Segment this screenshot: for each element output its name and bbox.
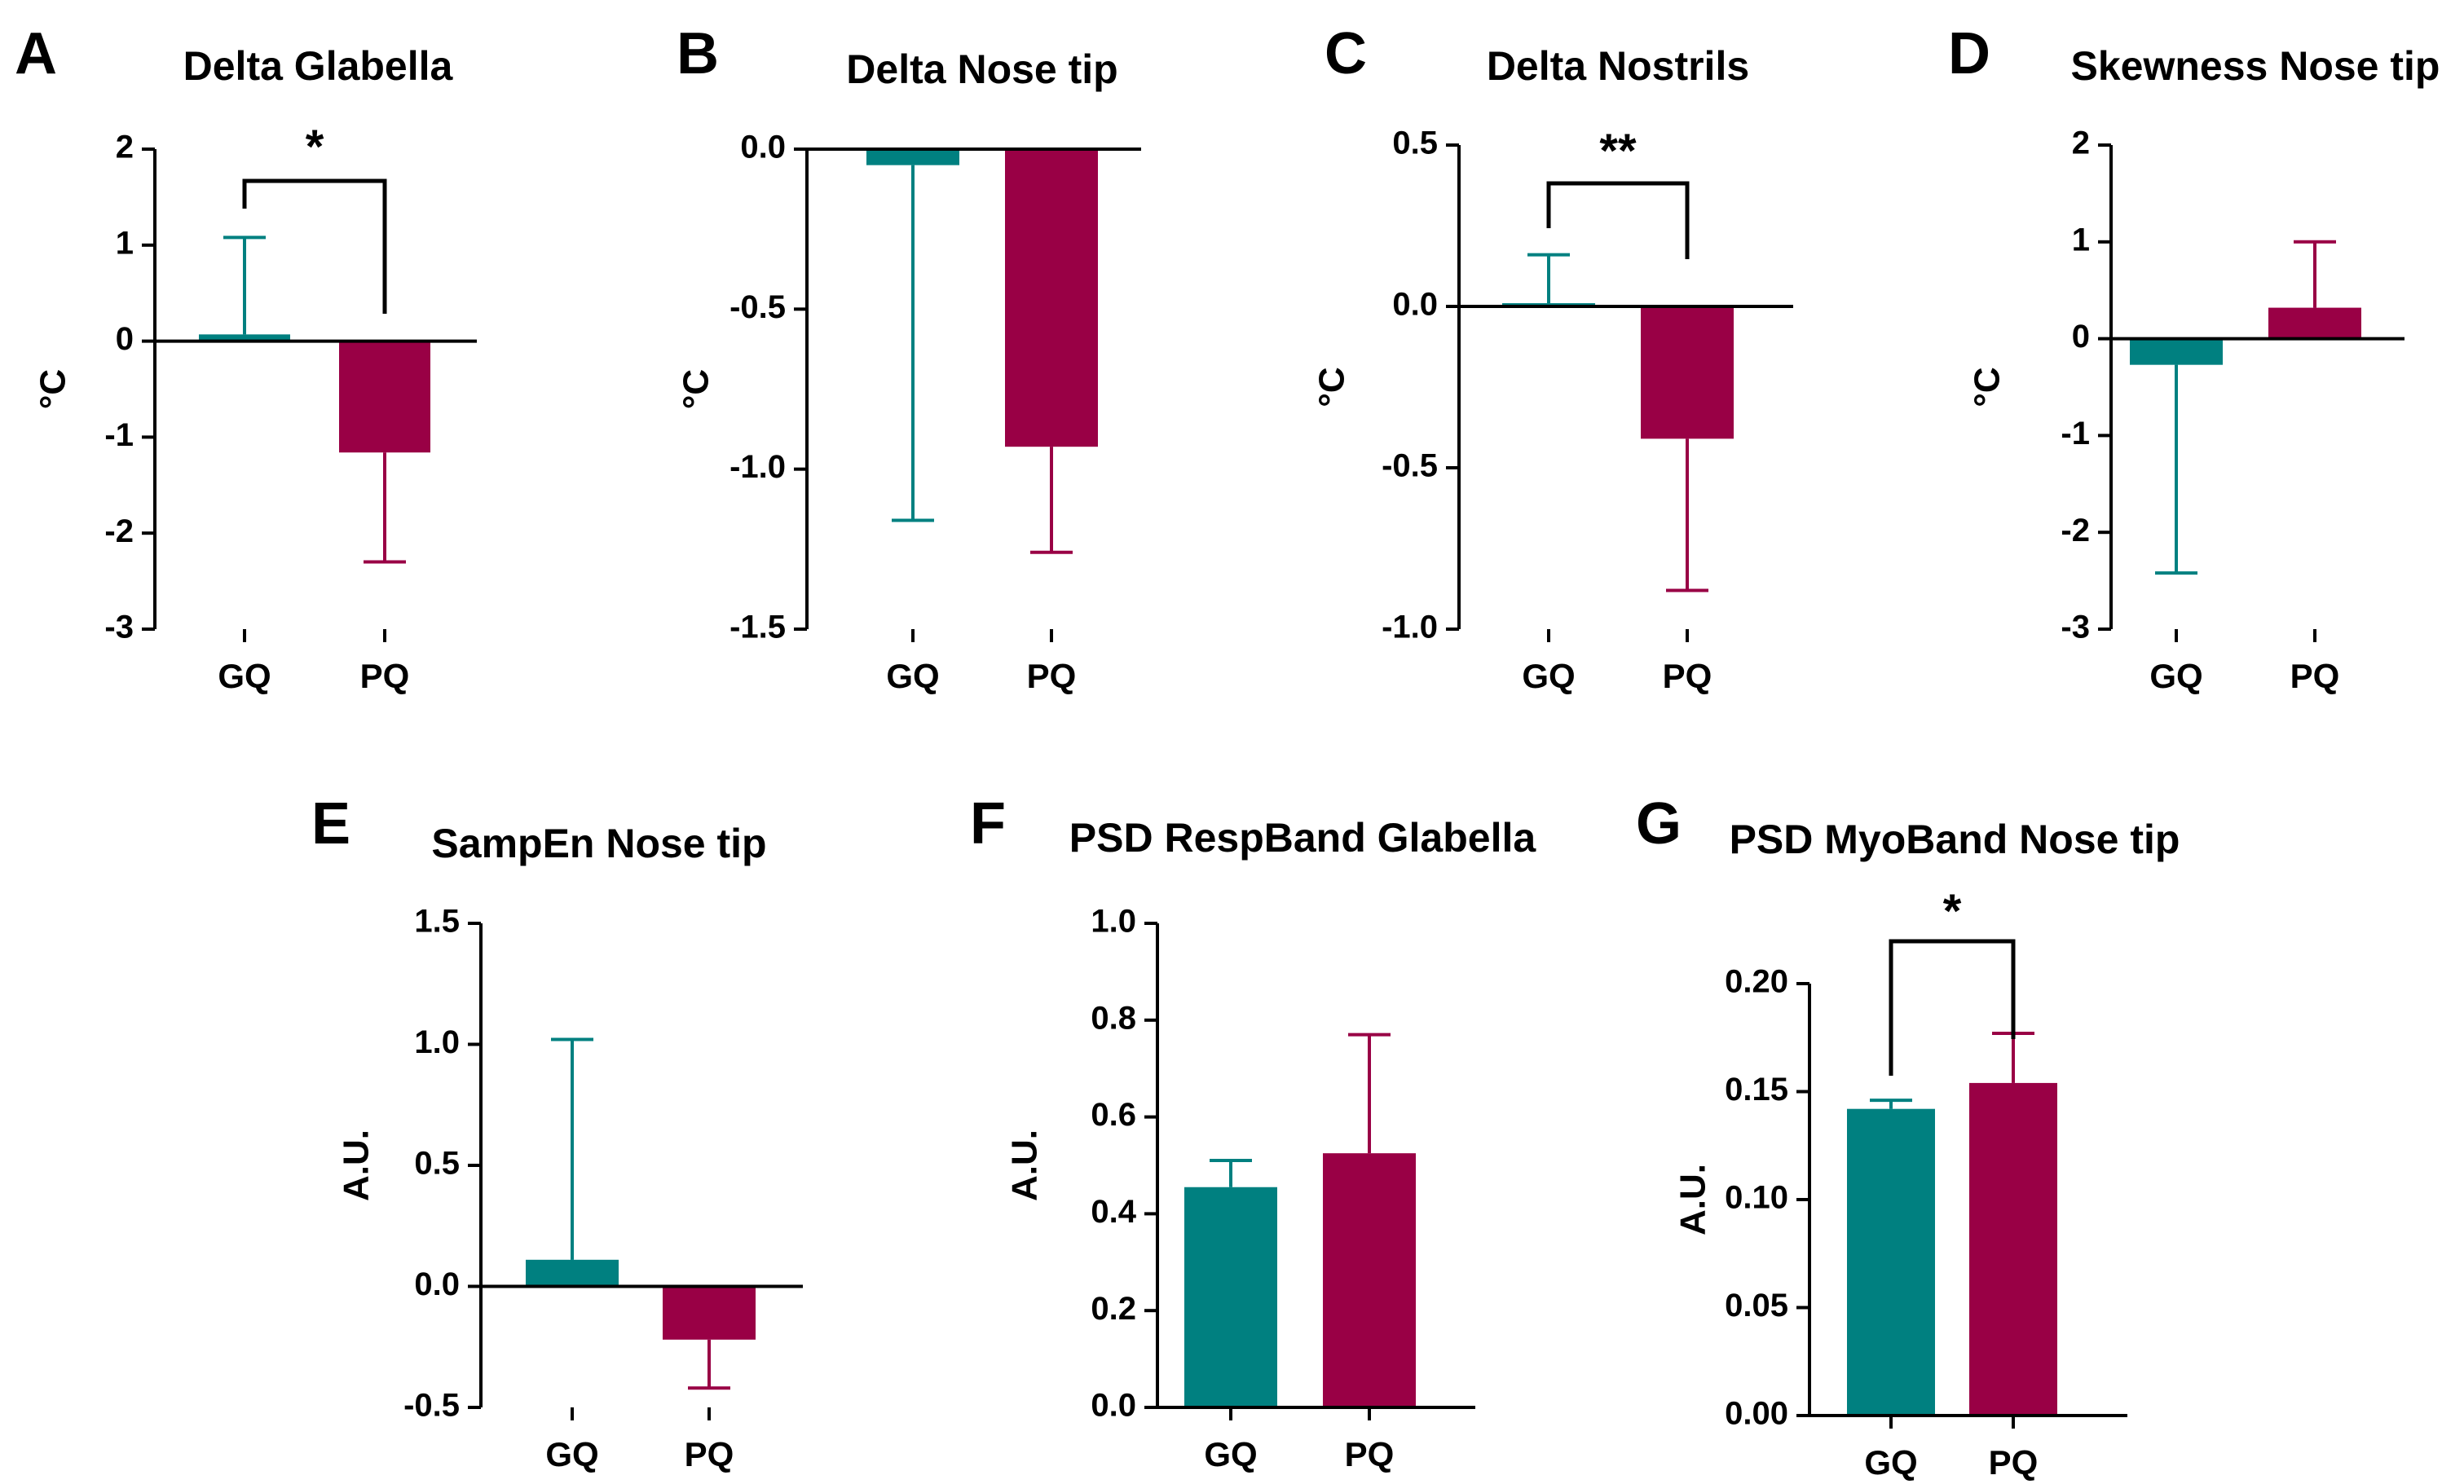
panel-letter-a: A xyxy=(15,21,57,86)
chart-title-f: PSD RespBand Glabella xyxy=(1069,815,1537,861)
y-tick-label-f: 0.4 xyxy=(1091,1194,1136,1230)
bar-f-gq xyxy=(1184,1187,1277,1407)
panel-letter-c: C xyxy=(1325,21,1367,86)
x-tick-label-b-gq: GQ xyxy=(886,657,939,695)
y-axis-title-b: °C xyxy=(677,369,716,409)
panel-c: C Delta Nostrils °C 0.5 0.0 -0.5 -1.0 GQ PQ ** xyxy=(1312,21,1793,695)
y-tick-label-d: -1 xyxy=(2061,416,2090,451)
x-tick-label-c-gq: GQ xyxy=(1522,657,1575,695)
bar-e-pq xyxy=(663,1286,756,1340)
y-axis-title-a: °C xyxy=(33,369,73,409)
x-tick-label-g-pq: PQ xyxy=(1989,1443,2039,1482)
y-tick-label-a: 1 xyxy=(116,225,134,261)
x-tick-label-e-pq: PQ xyxy=(685,1435,734,1473)
panel-letter-e: E xyxy=(311,791,350,856)
bar-g-pq xyxy=(1969,1082,2057,1416)
y-tick-label-d: -2 xyxy=(2061,513,2090,548)
panel-g: G PSD MyoBand Nose tip A.U. 0.20 0.15 0.10 0.0… xyxy=(1636,791,2180,1482)
y-tick-label-f: 0.6 xyxy=(1091,1097,1136,1133)
significance-label-a: * xyxy=(306,121,324,174)
y-tick-label-b: 0.0 xyxy=(740,130,786,165)
panel-letter-f: F xyxy=(970,791,1006,856)
panel-f: F PSD RespBand Glabella A.U. 1.0 0.8 0.6 0.4 0.… xyxy=(970,791,1536,1473)
y-tick-label-a: -3 xyxy=(104,610,134,645)
y-tick-label-g: 0.15 xyxy=(1725,1072,1788,1107)
x-tick-label-e-gq: GQ xyxy=(545,1435,598,1473)
chart-title-c: Delta Nostrils xyxy=(1487,43,1749,89)
bar-d-pq xyxy=(2268,307,2361,339)
y-tick-label-g: 0.00 xyxy=(1725,1396,1788,1432)
y-tick-label-e: 1.0 xyxy=(414,1024,460,1060)
y-axis-title-g: A.U. xyxy=(1673,1164,1713,1235)
chart-title-d: Skewness Nose tip xyxy=(2071,43,2440,89)
y-tick-label-a: -2 xyxy=(104,513,134,549)
significance-label-g: * xyxy=(1943,885,1962,938)
significance-bracket-a xyxy=(242,178,387,314)
y-tick-label-a: 0 xyxy=(116,321,134,357)
y-axis-title-f: A.U. xyxy=(1005,1130,1045,1201)
y-tick-label-c: -0.5 xyxy=(1382,448,1438,484)
y-tick-label-c: -1.0 xyxy=(1382,610,1438,645)
x-tick-label-d-pq: PQ xyxy=(2290,657,2340,695)
y-tick-label-g: 0.05 xyxy=(1725,1288,1788,1323)
panel-d: D Skewness Nose tip °C 2 1 0 -1 -2 -3 GQ PQ xyxy=(1948,21,2440,695)
bar-f-pq xyxy=(1323,1153,1416,1407)
y-tick-label-c: 0.5 xyxy=(1392,126,1438,161)
y-tick-label-f: 0.2 xyxy=(1091,1291,1136,1327)
x-tick-label-f-gq: GQ xyxy=(1204,1435,1257,1473)
y-tick-label-d: 0 xyxy=(2072,319,2090,354)
y-tick-label-f: 1.0 xyxy=(1091,904,1136,940)
significance-bracket-g xyxy=(1889,939,2016,1076)
y-tick-label-d: 1 xyxy=(2072,222,2090,258)
bar-c-pq xyxy=(1641,306,1734,439)
y-tick-label-b: -0.5 xyxy=(730,289,786,325)
significance-bracket-c xyxy=(1546,181,1690,259)
y-axis-title-d: °C xyxy=(1968,367,2008,407)
panel-letter-g: G xyxy=(1636,791,1682,856)
x-tick-label-b-pq: PQ xyxy=(1027,657,1077,695)
x-tick-label-a-gq: GQ xyxy=(218,657,271,695)
chart-title-e: SampEn Nose tip xyxy=(431,821,766,866)
y-tick-label-a: -1 xyxy=(104,417,134,453)
significance-label-c: ** xyxy=(1599,125,1637,178)
x-tick-label-c-pq: PQ xyxy=(1663,657,1712,695)
y-tick-label-e: 0.0 xyxy=(414,1266,460,1302)
y-tick-label-a: 2 xyxy=(116,130,134,165)
bar-d-gq xyxy=(2130,338,2223,365)
panel-e: E SampEn Nose tip A.U. 1.5 1.0 0.5 0.0 -0.5 GQ PQ xyxy=(311,791,803,1473)
y-tick-label-f: 0.0 xyxy=(1091,1388,1136,1424)
x-tick-label-f-pq: PQ xyxy=(1345,1435,1395,1473)
y-tick-label-e: 0.5 xyxy=(414,1146,460,1182)
bar-e-gq xyxy=(526,1259,619,1287)
panel-letter-b: B xyxy=(677,21,719,86)
y-tick-label-e: 1.5 xyxy=(414,904,460,940)
bar-a-pq xyxy=(339,341,430,453)
y-tick-label-b: -1.5 xyxy=(730,610,786,645)
chart-title-g: PSD MyoBand Nose tip xyxy=(1730,817,2180,862)
y-tick-label-g: 0.10 xyxy=(1725,1180,1788,1216)
y-tick-label-e: -0.5 xyxy=(403,1388,460,1424)
panel-b: B Delta Nose tip °C 0.0 -0.5 -1.0 -1.5 GQ PQ xyxy=(677,21,1141,695)
y-tick-label-g: 0.20 xyxy=(1725,964,1788,1000)
chart-title-a: Delta Glabella xyxy=(183,43,454,89)
y-axis-title-c: °C xyxy=(1312,367,1352,407)
y-tick-label-b: -1.0 xyxy=(730,449,786,485)
bar-b-gq xyxy=(866,149,959,165)
bar-g-gq xyxy=(1847,1108,1935,1416)
y-tick-label-c: 0.0 xyxy=(1392,287,1438,323)
y-axis-title-e: A.U. xyxy=(337,1130,377,1201)
panel-letter-d: D xyxy=(1948,21,1990,86)
x-tick-label-g-gq: GQ xyxy=(1864,1443,1917,1482)
panel-a: A Delta Glabella °C 2 1 0 -1 -2 -3 GQ PQ * xyxy=(15,21,477,695)
x-tick-label-d-gq: GQ xyxy=(2149,657,2202,695)
chart-title-b: Delta Nose tip xyxy=(846,46,1117,92)
x-tick-label-a-pq: PQ xyxy=(360,657,410,695)
bar-a-gq xyxy=(199,334,290,341)
y-tick-label-f: 0.8 xyxy=(1091,1000,1136,1036)
bar-b-pq xyxy=(1005,149,1098,447)
y-tick-label-d: 2 xyxy=(2072,126,2090,161)
y-tick-label-d: -3 xyxy=(2061,610,2090,645)
